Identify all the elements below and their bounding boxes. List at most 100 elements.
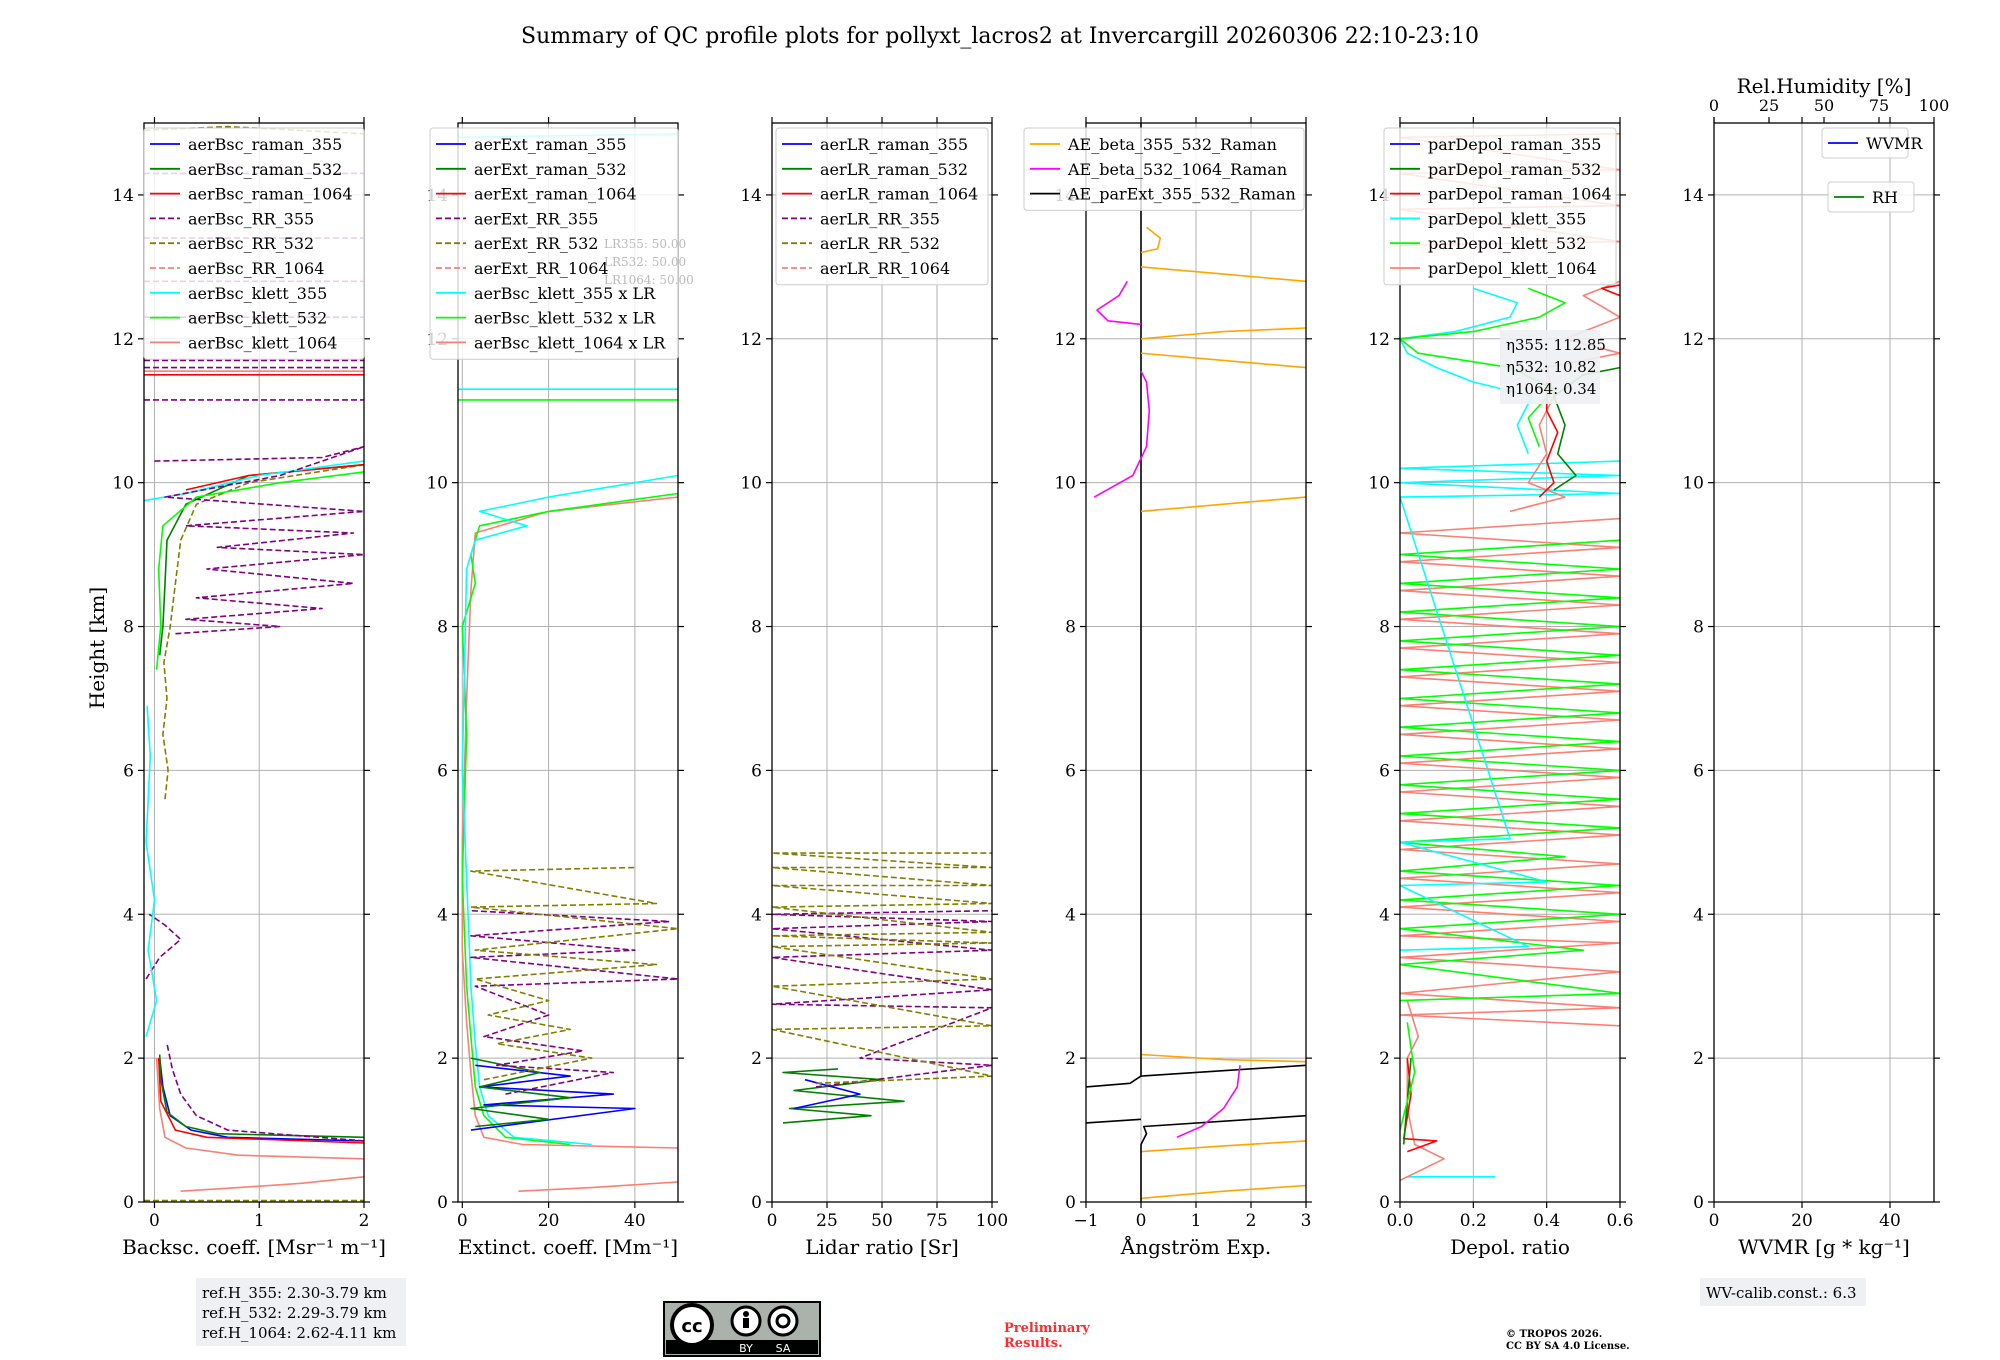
y-tick-label: 4 <box>123 905 134 925</box>
x-tick-label: 40 <box>1879 1211 1901 1231</box>
y-tick-label: 2 <box>123 1049 134 1069</box>
series-group-bsc <box>144 125 364 1202</box>
y-tick-label: 4 <box>1693 905 1704 925</box>
panel-ext: 0204002468101214Extinct. coeff. [Mm⁻¹]ae… <box>426 117 694 1259</box>
axes-frame-bsc <box>143 122 365 1203</box>
y-tick-label: 4 <box>1065 905 1076 925</box>
x-tick-label: 2 <box>359 1211 370 1231</box>
series-line-ae-13 <box>1140 266 1306 283</box>
y-tick-label: 12 <box>1682 330 1704 350</box>
series-line-ae-3 <box>1140 1114 1306 1202</box>
x-tick-label: 50 <box>871 1211 893 1231</box>
legend-ext: aerExt_raman_355 aerExt_raman_532 aerExt_r… <box>429 127 679 360</box>
legend-label: WVMR <box>1866 134 1923 153</box>
series-line-bsc-8 <box>162 463 364 800</box>
series-group-lr <box>772 852 992 1124</box>
legend-label: aerBsc_RR_532 <box>188 234 314 253</box>
legend-label: aerLR_raman_1064 <box>820 185 978 204</box>
legend-label: aerBsc_RR_355 <box>188 209 314 228</box>
x-tick-label: 20 <box>1791 1211 1813 1231</box>
legend-label: AE_beta_532_1064_Raman <box>1067 160 1287 179</box>
axes-frame-ext <box>457 122 679 1203</box>
x-tick-label: 0 <box>149 1211 160 1231</box>
legend-label: aerBsc_raman_1064 <box>188 185 353 204</box>
series-line-ext-5 <box>470 1057 571 1128</box>
legend-label: parDepol_klett_355 <box>1428 209 1586 228</box>
y-tick-label: 0 <box>751 1193 762 1213</box>
y-tick-label: 6 <box>1379 761 1390 781</box>
top-x-tick-label: 75 <box>1869 96 1889 115</box>
x-tick-label: 0.2 <box>1460 1211 1487 1231</box>
legend-label: AE_parExt_355_532_Raman <box>1067 185 1296 204</box>
series-group-ae <box>1086 123 1306 1202</box>
y-tick-label: 4 <box>751 905 762 925</box>
y-tick-label: 8 <box>751 618 762 638</box>
series-line-ae-7 <box>1176 1065 1241 1139</box>
y-tick-label: 8 <box>1693 618 1704 638</box>
series-group-ext <box>458 133 678 1192</box>
y-tick-label: 2 <box>437 1049 448 1069</box>
y-tick-label: 0 <box>1693 1193 1704 1213</box>
series-line-ext-1 <box>461 496 678 1149</box>
y-tick-label: 2 <box>1065 1049 1076 1069</box>
x-tick-label: 100 <box>976 1211 1008 1231</box>
series-line-ae-10 <box>1140 352 1306 369</box>
legend-label: parDepol_raman_1064 <box>1428 185 1612 204</box>
lr-annotations: LR355: 50.00 LR532: 50.00 LR1064: 50.00 <box>604 237 694 287</box>
legend-lr: aerLR_raman_355 aerLR_raman_532 aerLR_rama… <box>775 127 989 286</box>
y-tick-label: 10 <box>1682 474 1704 494</box>
legend-depol: parDepol_raman_355 parDepol_raman_532 parD… <box>1383 127 1617 286</box>
series-line-depol-11 <box>1400 287 1533 455</box>
y-tick-label: 8 <box>437 618 448 638</box>
sa-label: SA <box>776 1342 791 1355</box>
x-tick-label: 0.4 <box>1533 1211 1560 1231</box>
series-line-bsc-4 <box>155 1058 364 1160</box>
series-line-ext-0 <box>518 1181 678 1192</box>
y-tick-label: 4 <box>1379 905 1390 925</box>
legend-label: parDepol_raman_532 <box>1428 160 1601 179</box>
series-line-ext-7 <box>470 866 678 1081</box>
y-tick-label: 6 <box>1065 761 1076 781</box>
legend-label: aerLR_RR_532 <box>820 234 940 253</box>
y-tick-label: 0 <box>437 1193 448 1213</box>
y-tick-label: 12 <box>112 330 134 350</box>
y-tick-label: 10 <box>1054 474 1076 494</box>
x-tick-label: 3 <box>1301 1211 1312 1231</box>
series-line-bsc-5 <box>180 1176 364 1192</box>
y-tick-label: 8 <box>1379 618 1390 638</box>
legend-label: parDepol_klett_532 <box>1428 234 1586 253</box>
x-tick-label: 1 <box>1191 1211 1202 1231</box>
y-tick-label: 2 <box>1693 1049 1704 1069</box>
series-line-ae-9 <box>1093 370 1151 498</box>
y-tick-label: 12 <box>1368 330 1390 350</box>
series-line-ext-6 <box>470 909 678 1095</box>
y-tick-label: 8 <box>123 618 134 638</box>
x-tick-label: 75 <box>926 1211 948 1231</box>
series-line-ae-4 <box>1086 1118 1142 1124</box>
series-line-bsc-2 <box>157 1058 364 1144</box>
series-line-ae-1 <box>1140 1140 1306 1153</box>
x-tick-label: 0 <box>1709 1211 1720 1231</box>
eta-value-text: η355: 112.85 <box>1506 336 1606 354</box>
legend-label: parDepol_raman_355 <box>1428 135 1601 154</box>
top-x-tick-label: 25 <box>1759 96 1779 115</box>
x-tick-label: 0 <box>457 1211 468 1231</box>
legend-label: aerExt_RR_355 <box>474 209 598 228</box>
x-tick-label: 25 <box>816 1211 838 1231</box>
series-line-ae-8 <box>1140 496 1306 513</box>
legend-label: aerLR_raman_355 <box>820 135 968 154</box>
ref-height-box: ref.H_355: 2.30-3.79 km ref.H_532: 2.29-… <box>196 1278 406 1346</box>
legend-label: aerExt_RR_1064 <box>474 259 609 278</box>
x-axis-label-wv: WVMR [g * kg⁻¹] <box>1738 1235 1910 1259</box>
x-axis-label-ext: Extinct. coeff. [Mm⁻¹] <box>458 1235 678 1259</box>
legend-label: aerExt_raman_355 <box>474 135 627 154</box>
legend-label: aerExt_raman_532 <box>474 160 627 179</box>
x-axis-label-depol: Depol. ratio <box>1450 1235 1570 1259</box>
y-tick-label: 12 <box>740 330 762 350</box>
preliminary-note-line2: Results. <box>1004 1336 1063 1351</box>
y-tick-label: 14 <box>1682 186 1704 206</box>
top-x-tick-label: 100 <box>1919 96 1950 115</box>
y-tick-label: 10 <box>426 474 448 494</box>
series-line-ae-11 <box>1140 327 1306 340</box>
y-tick-label: 8 <box>1065 618 1076 638</box>
